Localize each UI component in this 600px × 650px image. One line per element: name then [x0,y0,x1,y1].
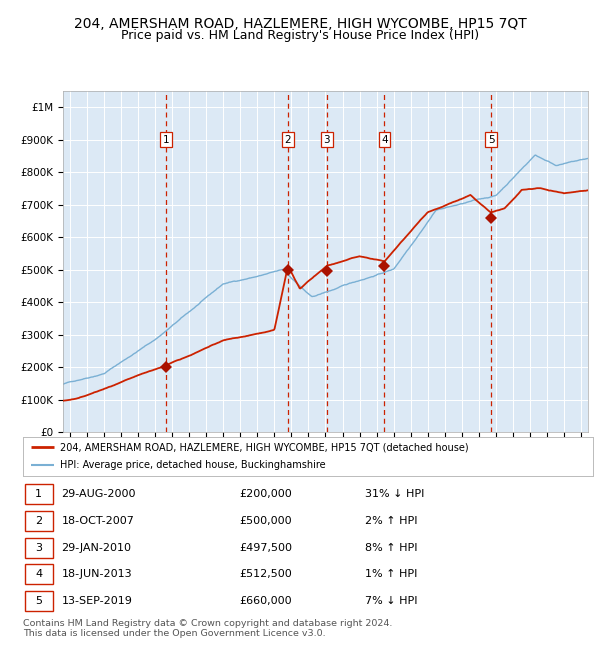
FancyBboxPatch shape [25,511,53,531]
Text: 8% ↑ HPI: 8% ↑ HPI [365,543,418,552]
Text: 5: 5 [488,135,494,145]
Text: 7% ↓ HPI: 7% ↓ HPI [365,596,418,606]
Text: £497,500: £497,500 [239,543,292,552]
Text: 4: 4 [35,569,43,579]
Text: 4: 4 [381,135,388,145]
FancyBboxPatch shape [25,591,53,611]
Text: 29-JAN-2010: 29-JAN-2010 [62,543,131,552]
Text: 18-JUN-2013: 18-JUN-2013 [62,569,132,579]
Text: £200,000: £200,000 [239,489,292,499]
Text: 3: 3 [35,543,42,552]
Text: Price paid vs. HM Land Registry's House Price Index (HPI): Price paid vs. HM Land Registry's House … [121,29,479,42]
Text: 2: 2 [35,516,43,526]
FancyBboxPatch shape [25,564,53,584]
Text: £512,500: £512,500 [239,569,292,579]
Text: £500,000: £500,000 [239,516,292,526]
Text: 5: 5 [35,596,42,606]
Text: 29-AUG-2000: 29-AUG-2000 [62,489,136,499]
Text: HPI: Average price, detached house, Buckinghamshire: HPI: Average price, detached house, Buck… [60,460,325,470]
Text: 2% ↑ HPI: 2% ↑ HPI [365,516,418,526]
Text: 1: 1 [35,489,42,499]
Text: 204, AMERSHAM ROAD, HAZLEMERE, HIGH WYCOMBE, HP15 7QT: 204, AMERSHAM ROAD, HAZLEMERE, HIGH WYCO… [74,17,526,31]
Text: 31% ↓ HPI: 31% ↓ HPI [365,489,424,499]
Text: £660,000: £660,000 [239,596,292,606]
Text: 18-OCT-2007: 18-OCT-2007 [62,516,134,526]
Text: 204, AMERSHAM ROAD, HAZLEMERE, HIGH WYCOMBE, HP15 7QT (detached house): 204, AMERSHAM ROAD, HAZLEMERE, HIGH WYCO… [60,443,469,452]
Text: Contains HM Land Registry data © Crown copyright and database right 2024.
This d: Contains HM Land Registry data © Crown c… [23,619,392,638]
Text: 3: 3 [323,135,330,145]
Text: 1: 1 [163,135,170,145]
Text: 1% ↑ HPI: 1% ↑ HPI [365,569,417,579]
FancyBboxPatch shape [25,538,53,558]
Text: 2: 2 [284,135,291,145]
Text: 13-SEP-2019: 13-SEP-2019 [62,596,133,606]
FancyBboxPatch shape [25,484,53,504]
